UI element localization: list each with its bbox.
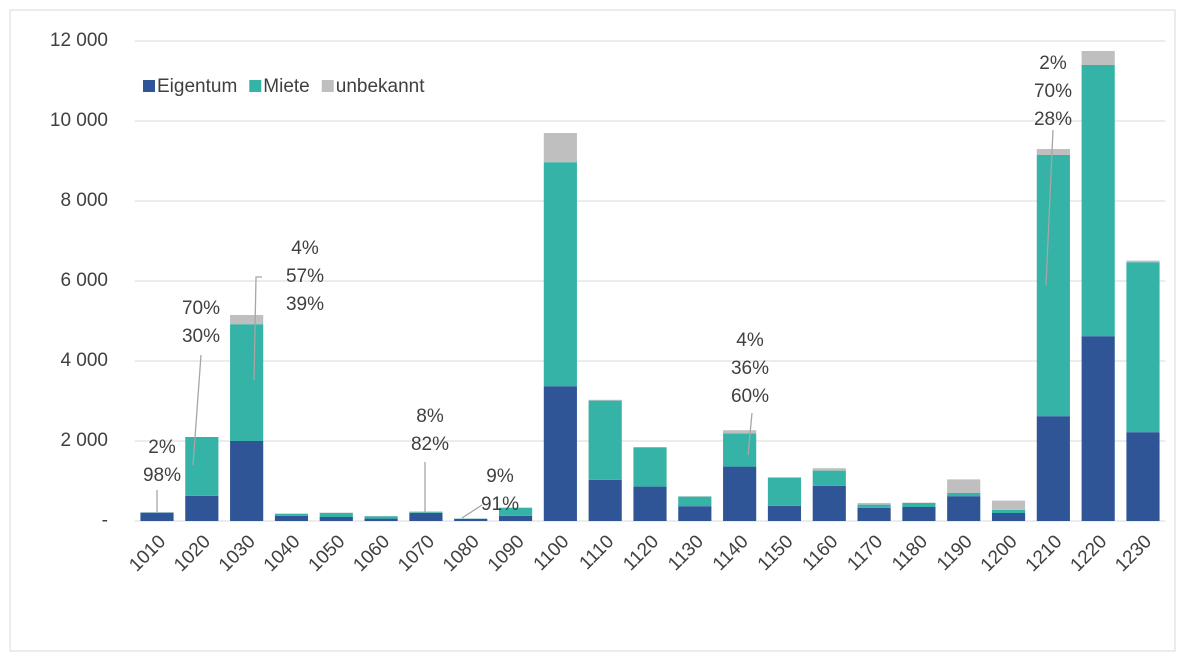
annotation: 36% (731, 358, 769, 379)
bar-segment (319, 513, 353, 517)
bar-segment (947, 479, 981, 493)
legend-label: Miete (263, 76, 309, 97)
bar-segment (991, 513, 1026, 521)
bar-segment (857, 504, 891, 508)
annotation-leader (747, 412, 753, 456)
bar-segment (274, 515, 309, 521)
bar-segment (947, 493, 981, 497)
legend-swatch (143, 80, 155, 92)
bar-segment (409, 513, 443, 521)
bar-segment (1126, 432, 1160, 521)
y-tick-label: 12 000 (50, 30, 108, 51)
bar-segment (678, 506, 712, 521)
bar-segment (902, 503, 936, 507)
bar-segment (498, 507, 533, 516)
bar-segment (588, 400, 622, 480)
bar-segment (857, 503, 891, 505)
annotation: 91% (481, 494, 519, 515)
annotation-leader (1045, 129, 1054, 286)
annotation-leader (253, 276, 262, 381)
bar-segment (812, 485, 846, 521)
bar-segment (723, 430, 757, 434)
annotation: 98% (143, 465, 181, 486)
bar-segment (991, 500, 1026, 510)
bar-segment (1036, 149, 1070, 155)
bar-segment (633, 447, 667, 487)
bar-segment (812, 468, 846, 471)
bar-segment (1081, 65, 1115, 337)
bar-segment (1081, 336, 1115, 521)
bar-segment (1126, 260, 1160, 263)
annotation: 4% (736, 330, 764, 351)
bar-segment (185, 437, 219, 496)
bar-segment (588, 479, 622, 521)
bar-segment (543, 133, 577, 163)
bar-segment (767, 477, 802, 478)
annotation-leader (461, 504, 483, 519)
bar-segment (902, 507, 936, 521)
bar-segment (364, 518, 398, 521)
bar-segment (767, 505, 802, 521)
bar-segment (1126, 262, 1160, 433)
annotation: 70% (1034, 81, 1072, 102)
bar-segment (230, 315, 264, 325)
bar-segment (857, 507, 891, 521)
y-tick-label: 8 000 (60, 190, 108, 211)
chart-frame (9, 9, 1176, 652)
bar-segment (1081, 51, 1115, 65)
annotation: 70% (182, 298, 220, 319)
legend-swatch (249, 80, 262, 92)
annotation: 57% (286, 266, 324, 287)
annotation: 82% (411, 434, 449, 455)
bar-segment (185, 495, 219, 521)
annotation: 2% (1039, 53, 1067, 74)
y-tick-label: 10 000 (50, 110, 108, 131)
y-tick-label: - (102, 510, 108, 531)
annotation-leader (192, 354, 202, 466)
bar-segment (1036, 155, 1070, 417)
bar-segment (723, 433, 757, 467)
bar-segment (812, 470, 846, 486)
bar-segment (1036, 416, 1070, 521)
bar-segment (230, 324, 264, 441)
annotation: 9% (486, 466, 514, 487)
y-tick-label: 2 000 (60, 430, 108, 451)
bar-segment (767, 477, 802, 506)
bar-segment (364, 516, 398, 519)
annotation: 39% (286, 294, 324, 315)
annotation: 60% (731, 386, 769, 407)
annotation: 8% (416, 406, 444, 427)
bar-segment (230, 441, 264, 521)
legend-label: unbekannt (336, 76, 425, 97)
annotation: 2% (148, 437, 176, 458)
annotation: 4% (291, 238, 319, 259)
bar-segment (498, 515, 533, 521)
bar-segment (140, 512, 174, 521)
bar-segment (947, 496, 981, 521)
bar-segment (274, 513, 309, 516)
bar-segment (543, 162, 577, 387)
bar-segment (409, 511, 443, 513)
bar-segment (319, 517, 353, 521)
bar-segment (588, 399, 622, 401)
bar-segment (678, 496, 712, 507)
y-tick-label: 4 000 (60, 350, 108, 371)
bar-segment (633, 486, 667, 521)
legend-swatch (321, 80, 334, 92)
annotation: 28% (1034, 109, 1072, 130)
bar-segment (991, 509, 1026, 513)
legend-label: Eigentum (157, 76, 237, 97)
bar-segment (723, 466, 757, 521)
bar-segment (543, 386, 577, 521)
y-tick-label: 6 000 (60, 270, 108, 291)
bar-segment (409, 512, 443, 513)
annotation: 30% (182, 326, 220, 347)
bar-segment (454, 518, 488, 521)
